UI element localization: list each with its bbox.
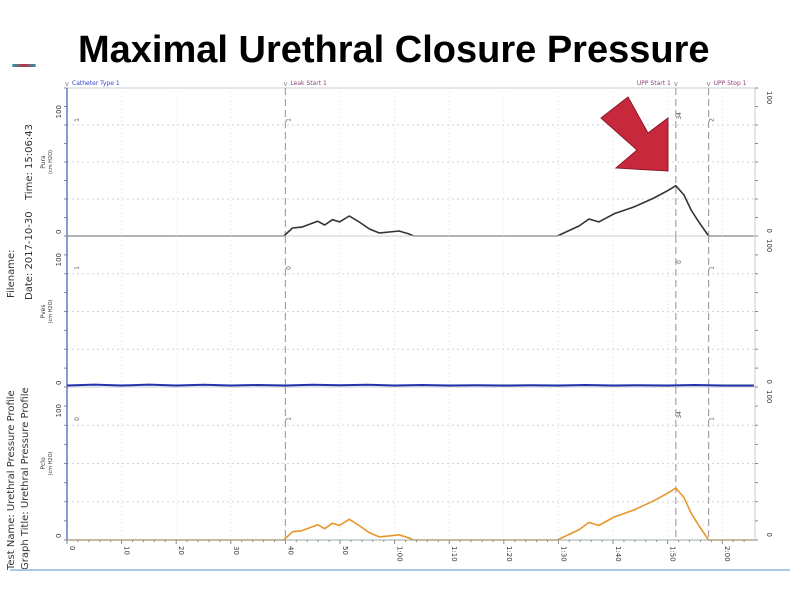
marker-value: 34 <box>676 411 683 419</box>
event-marker-caret-icon: v <box>707 80 711 88</box>
x-tick-label: 20 <box>177 546 185 555</box>
series-line-pclo <box>67 487 754 541</box>
marker-value: 1 <box>709 266 716 270</box>
channel-unit: (cm H2O) <box>48 451 54 475</box>
event-marker-caret-icon: v <box>674 80 678 88</box>
y-top-label: 100 <box>55 253 63 266</box>
y-top-label: 100 <box>55 404 63 417</box>
marker-value: 1 <box>285 417 292 421</box>
x-tick-label: 50 <box>341 546 349 555</box>
marker-value: 0 <box>676 260 683 264</box>
bottom-divider <box>10 569 790 571</box>
channel-name: Pura <box>40 155 47 169</box>
x-tick-label: 0 <box>68 546 76 550</box>
y-bottom-label: 0 <box>55 534 63 538</box>
logo-mark <box>12 64 36 67</box>
x-tick-label: 1:10 <box>450 546 458 562</box>
event-marker-label: Catheter Type 1 <box>72 80 120 87</box>
x-tick-label: 30 <box>232 546 240 555</box>
panel-frame <box>66 386 756 541</box>
y-top-label-right: 100 <box>765 91 773 104</box>
event-marker-label: UPP Start 1 <box>637 80 671 87</box>
x-tick-label: 1:30 <box>559 546 567 562</box>
y-bottom-label-right: 0 <box>765 533 773 537</box>
y-bottom-label: 0 <box>55 381 63 385</box>
channel-name: Pves <box>40 305 47 319</box>
event-marker-caret-icon: v <box>65 80 69 88</box>
x-tick-label: 1:20 <box>505 546 513 562</box>
channel-unit: (cm H2O) <box>48 299 54 323</box>
marker-value: 2 <box>709 118 716 122</box>
x-tick-label: 1:00 <box>396 546 404 562</box>
marker-value: 34 <box>676 112 683 120</box>
y-top-label: 100 <box>55 105 63 118</box>
red-arrow-icon <box>600 96 669 172</box>
event-marker-label: UPP Stop 1 <box>714 80 747 87</box>
marker-value: 0 <box>74 417 81 421</box>
x-tick-label: 2:00 <box>723 546 731 562</box>
y-top-label-right: 100 <box>765 239 773 252</box>
y-bottom-label-right: 0 <box>765 380 773 384</box>
x-tick-label: 1:40 <box>614 546 622 562</box>
marker-value: 1 <box>74 266 81 270</box>
marker-value: 0 <box>285 266 292 270</box>
x-tick-label: 1:50 <box>669 546 677 562</box>
y-bottom-label: 0 <box>55 230 63 234</box>
x-tick-label: 10 <box>123 546 131 555</box>
y-top-label-right: 100 <box>765 390 773 403</box>
marker-value: 1 <box>74 118 81 122</box>
series-line-pura <box>67 184 754 237</box>
slide-title: Maximal Urethral Closure Pressure <box>78 29 710 71</box>
channel-unit: (cm H2O) <box>48 150 54 174</box>
y-bottom-label-right: 0 <box>765 229 773 233</box>
series-line-pves <box>66 383 754 387</box>
panel-frame <box>66 235 756 388</box>
event-marker-label: Leak Start 1 <box>290 80 327 87</box>
channel-name: Pclo <box>40 457 47 470</box>
x-tick-label: 40 <box>286 546 294 555</box>
marker-value: 1 <box>285 118 292 122</box>
marker-value: 1 <box>709 417 716 421</box>
event-marker-caret-icon: v <box>283 80 287 88</box>
